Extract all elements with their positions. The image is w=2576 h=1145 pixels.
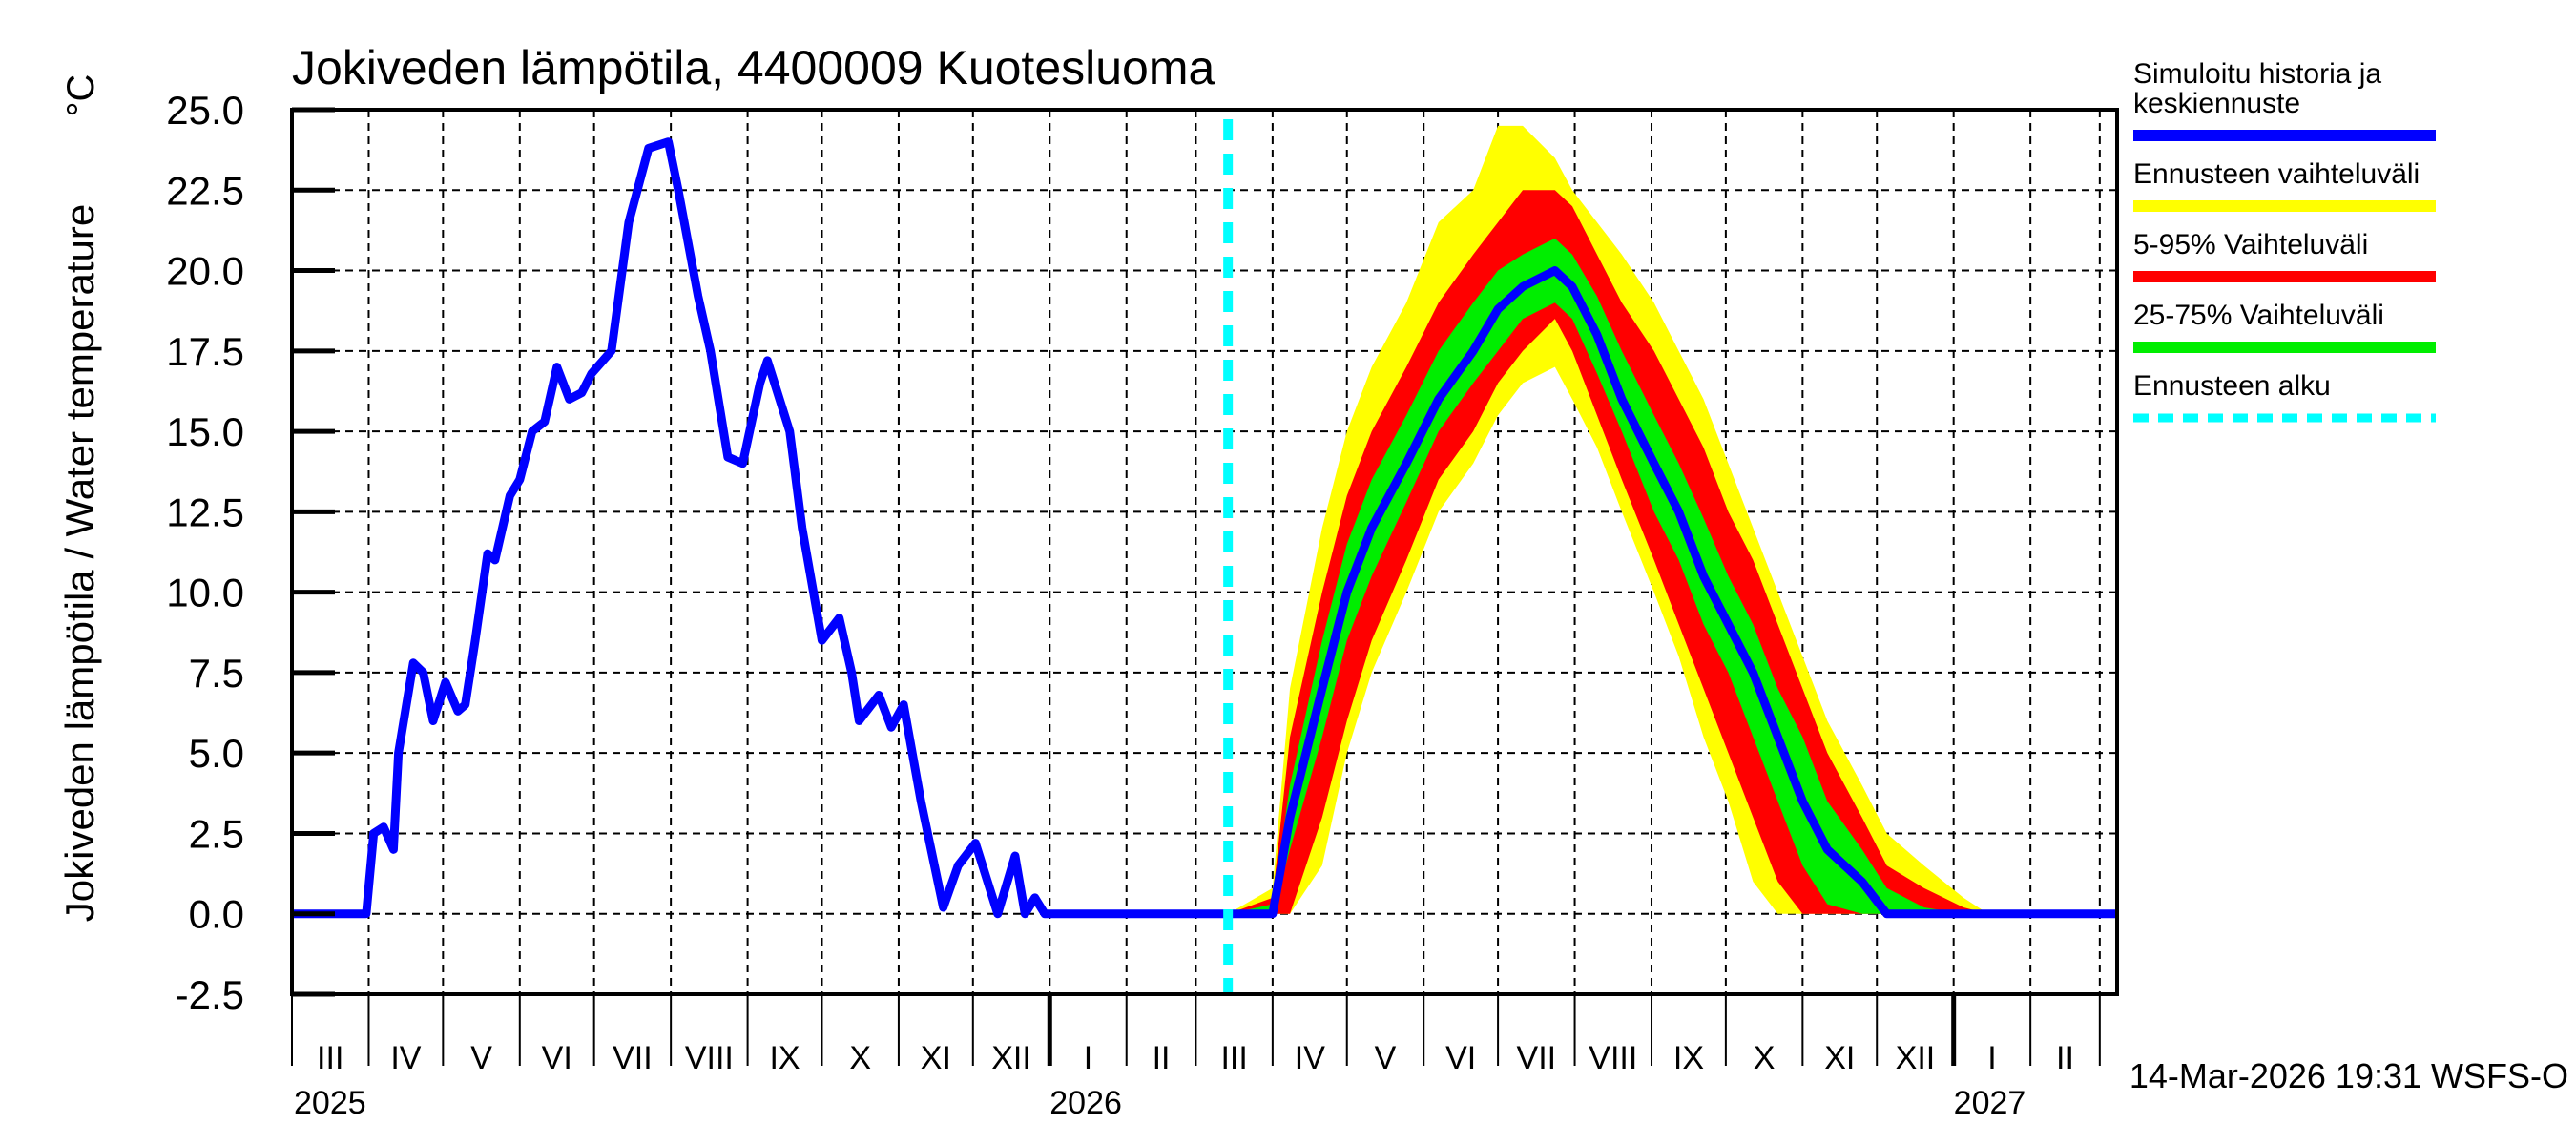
y-axis-label: Jokiveden lämpötila / Water temperature — [57, 204, 102, 922]
year-label: 2025 — [294, 1085, 366, 1121]
band-25-75 — [1228, 238, 2117, 914]
y-tick-label: 5.0 — [189, 731, 244, 776]
timestamp: 14-Mar-2026 19:31 WSFS-O — [2129, 1056, 2568, 1095]
month-label: V — [470, 1040, 492, 1076]
month-label: XI — [921, 1040, 951, 1076]
y-tick-label: 12.5 — [166, 489, 244, 534]
month-label: XI — [1824, 1040, 1855, 1076]
y-axis-unit: °C — [60, 74, 102, 117]
y-tick-label: 0.0 — [189, 892, 244, 937]
month-label: VIII — [1589, 1040, 1637, 1076]
month-label: I — [1987, 1040, 1996, 1076]
month-label: XII — [991, 1040, 1031, 1076]
history-line — [292, 137, 1229, 919]
legend-label: keskiennuste — [2133, 88, 2300, 119]
median-forecast-line — [1228, 266, 2117, 919]
legend-label: 25-75% Vaihteluväli — [2133, 300, 2384, 331]
axes: 25.0 22.5 20.0 17.5 15.0 12.5 10.0 7.5 5.0 2.5 0.0… — [166, 88, 2119, 1121]
y-tick-label: 25.0 — [166, 88, 244, 133]
y-tick-label: 7.5 — [189, 651, 244, 696]
month-label: X — [1754, 1040, 1776, 1076]
legend-label: Ennusteen alku — [2133, 370, 2331, 402]
month-label: VII — [613, 1040, 653, 1076]
legend-label: Simuloitu historia ja — [2133, 58, 2381, 90]
y-tick-label: -2.5 — [176, 972, 244, 1017]
y-tick-label: 22.5 — [166, 168, 244, 213]
legend-label: 5-95% Vaihteluväli — [2133, 229, 2368, 260]
month-label: VIII — [685, 1040, 734, 1076]
month-label: IV — [1295, 1040, 1325, 1076]
y-tick-label: 20.0 — [166, 249, 244, 294]
forecast-bands — [1228, 125, 2117, 914]
legend-label: Ennusteen vaihteluväli — [2133, 158, 2420, 190]
month-label: III — [317, 1040, 343, 1076]
month-label: I — [1084, 1040, 1092, 1076]
month-label: XII — [1896, 1040, 1936, 1076]
month-label: V — [1375, 1040, 1397, 1076]
year-label: 2027 — [1954, 1085, 2026, 1121]
y-tick-label: 17.5 — [166, 329, 244, 374]
y-tick-label: 2.5 — [189, 811, 244, 856]
month-label: II — [2056, 1040, 2074, 1076]
month-label: III — [1220, 1040, 1247, 1076]
y-tick-label: 15.0 — [166, 409, 244, 454]
month-label: VI — [542, 1040, 572, 1076]
month-label: IX — [1673, 1040, 1704, 1076]
plot-frame — [290, 108, 2119, 996]
month-label: VI — [1445, 1040, 1476, 1076]
year-label: 2026 — [1049, 1085, 1122, 1121]
month-label: II — [1153, 1040, 1171, 1076]
month-label: VII — [1517, 1040, 1557, 1076]
y-tick-label: 10.0 — [166, 571, 244, 615]
chart-title: Jokiveden lämpötila, 4400009 Kuotesluoma — [292, 41, 1215, 94]
month-label: IV — [390, 1040, 421, 1076]
month-label: IX — [769, 1040, 800, 1076]
series-lines — [292, 119, 2117, 994]
month-label: X — [849, 1040, 871, 1076]
